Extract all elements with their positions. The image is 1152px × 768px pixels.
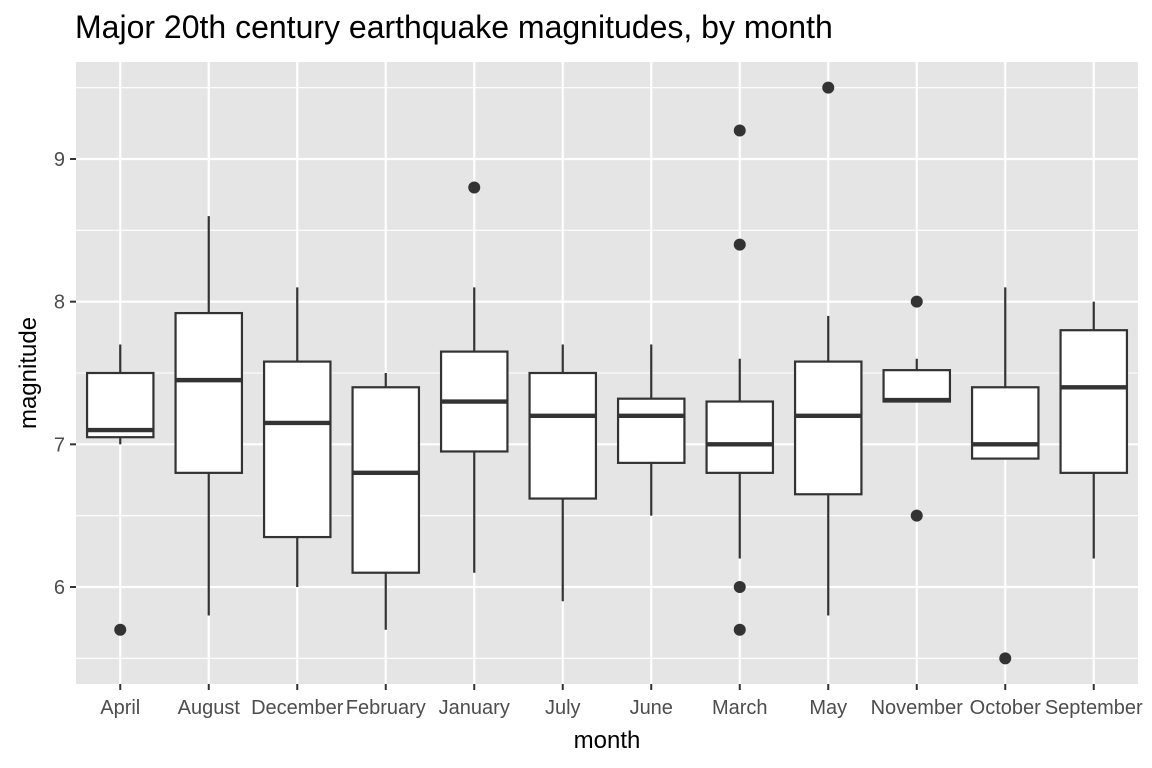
y-tick-label: 8 <box>54 292 65 314</box>
outlier-point <box>733 580 746 593</box>
interquartile-box <box>705 400 775 474</box>
x-tick-label: December <box>251 697 344 719</box>
x-tick-label: July <box>545 697 581 719</box>
x-tick-label: June <box>630 697 673 719</box>
box-july <box>528 344 598 602</box>
box-may <box>793 81 863 616</box>
x-tick-label: May <box>809 697 847 719</box>
chart-title: Major 20th century earthquake magnitudes… <box>75 9 833 45</box>
x-tick-label: March <box>712 697 768 719</box>
box-june <box>616 344 686 516</box>
interquartile-box <box>882 369 952 403</box>
x-tick-label: October <box>970 697 1041 719</box>
interquartile-box <box>970 386 1040 460</box>
box-december <box>262 287 332 587</box>
box-september <box>1059 301 1129 559</box>
box-february <box>351 373 421 630</box>
box-october <box>970 287 1040 665</box>
y-tick-label: 7 <box>54 434 65 456</box>
outlier-point <box>733 623 746 636</box>
box-november <box>882 295 952 522</box>
interquartile-box <box>174 311 244 474</box>
y-tick-label: 9 <box>54 149 65 171</box>
outlier-point <box>910 509 923 522</box>
x-tick-label: April <box>100 697 140 719</box>
box-series <box>85 81 1129 665</box>
outlier-point <box>114 623 127 636</box>
outlier-point <box>733 238 746 251</box>
outlier-point <box>733 124 746 137</box>
x-tick-label: February <box>346 697 426 719</box>
interquartile-box <box>1059 329 1129 474</box>
outlier-point <box>468 181 481 194</box>
box-january <box>439 181 509 573</box>
box-april <box>85 344 155 636</box>
interquartile-box <box>616 397 686 464</box>
y-tick-label: 6 <box>54 577 65 599</box>
axes: 6 7 8 9 April August December February January Ju… <box>54 149 1143 719</box>
interquartile-box <box>262 360 332 539</box>
outlier-point <box>822 81 835 94</box>
outlier-point <box>999 652 1012 665</box>
x-tick-label: September <box>1045 697 1143 719</box>
box-march <box>705 124 775 636</box>
x-axis-title: month <box>574 727 641 754</box>
box-august <box>174 216 244 616</box>
interquartile-box <box>528 371 598 500</box>
x-tick-label: August <box>178 697 241 719</box>
x-tick-label: November <box>871 697 964 719</box>
interquartile-box <box>85 371 155 439</box>
y-axis-title: magnitude <box>15 317 42 429</box>
x-tick-label: January <box>439 697 510 719</box>
outlier-point <box>910 295 923 308</box>
interquartile-box <box>351 386 421 574</box>
interquartile-box <box>793 360 863 496</box>
